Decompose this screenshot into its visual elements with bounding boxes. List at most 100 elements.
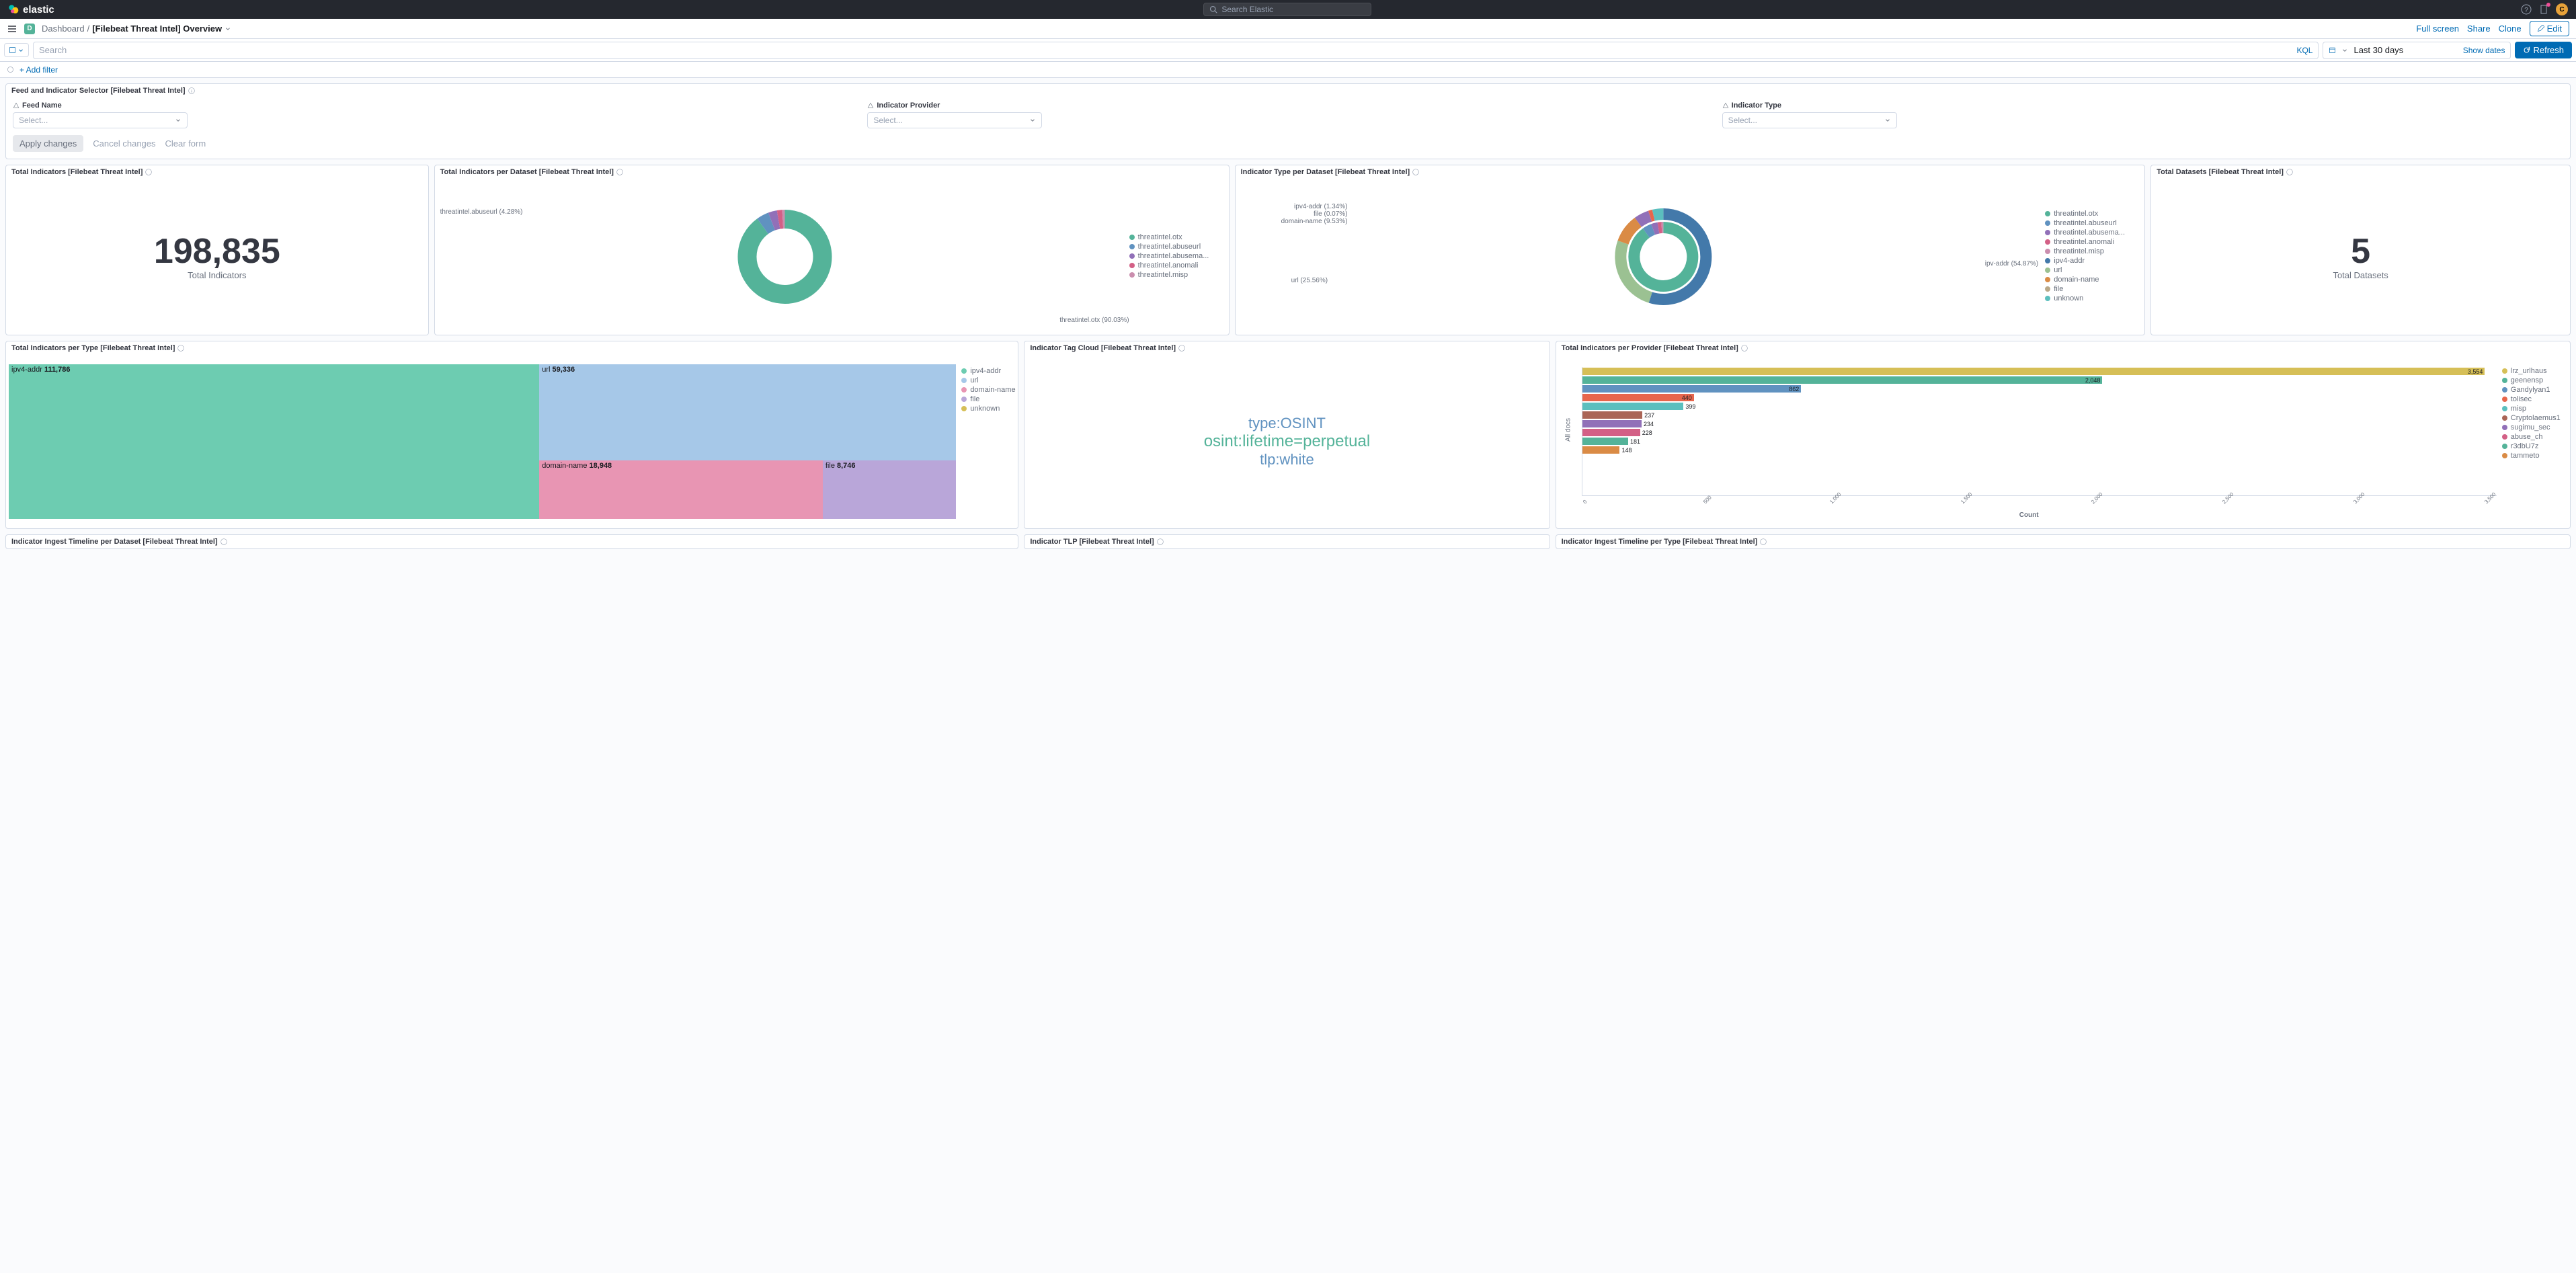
info-icon[interactable] [177, 345, 184, 352]
filter-icon[interactable] [7, 66, 14, 73]
legend-item[interactable]: unknown [2045, 294, 2139, 302]
legend-item[interactable]: threatintel.abusema... [2045, 229, 2139, 237]
nav-toggle-icon[interactable] [7, 24, 17, 34]
kql-badge[interactable]: KQL [2296, 46, 2312, 55]
legend-item[interactable]: url [961, 376, 1015, 384]
svg-text:i: i [191, 90, 192, 94]
svg-text:?: ? [2524, 7, 2528, 14]
legend-item[interactable]: threatintel.misp [2045, 247, 2139, 255]
legend-item[interactable]: threatintel.otx [2045, 210, 2139, 218]
newsfeed-icon[interactable] [2538, 4, 2549, 15]
legend-item[interactable]: domain-name [961, 386, 1015, 394]
legend-item[interactable]: Gandylyan1 [2502, 386, 2565, 394]
info-icon[interactable] [1412, 169, 1419, 175]
filter-bar: + Add filter [0, 62, 2576, 78]
space-badge[interactable]: D [24, 24, 35, 34]
treemap-domain[interactable]: domain-name 18,948 [539, 460, 823, 519]
warning-icon [867, 102, 874, 109]
tag-tlp[interactable]: tlp:white [1260, 451, 1314, 468]
full-screen-link[interactable]: Full screen [2416, 24, 2459, 34]
legend-item[interactable]: threatintel.abuseurl [1129, 243, 1223, 251]
legend-item[interactable]: threatintel.anomali [1129, 261, 1223, 270]
type-per-dataset-donut [1241, 190, 2046, 324]
legend-item[interactable]: r3dbU7z [2502, 442, 2565, 450]
per-provider-legend: lrz_urlhausgeenensp Gandylyan1tolisec misp… [2502, 364, 2565, 519]
legend-item[interactable]: domain-name [2045, 276, 2139, 284]
share-link[interactable]: Share [2467, 24, 2491, 34]
type-per-dataset-panel: Indicator Type per Dataset [Filebeat Thr… [1235, 165, 2146, 335]
date-picker[interactable]: Last 30 days Show dates [2323, 42, 2511, 59]
total-datasets-label: Total Datasets [2333, 270, 2388, 280]
app-header: D Dashboard / [Filebeat Threat Intel] Ov… [0, 19, 2576, 39]
warning-icon [1722, 102, 1729, 109]
per-dataset-panel: Total Indicators per Dataset [Filebeat T… [434, 165, 1230, 335]
chevron-down-icon [1884, 117, 1891, 124]
cancel-changes-button[interactable]: Cancel changes [93, 138, 155, 149]
legend-item[interactable]: url [2045, 266, 2139, 274]
help-icon[interactable]: ? [2521, 4, 2532, 15]
info-icon[interactable] [1178, 345, 1185, 352]
global-header: elastic Search Elastic ? C [0, 0, 2576, 19]
show-dates-link[interactable]: Show dates [2463, 46, 2505, 55]
legend-item[interactable]: ipv4-addr [961, 367, 1015, 375]
chevron-down-icon [2341, 47, 2348, 54]
global-search[interactable]: Search Elastic [1203, 3, 1371, 16]
breadcrumb-root[interactable]: Dashboard [42, 24, 85, 34]
apply-changes-button[interactable]: Apply changes [13, 135, 83, 152]
legend-item[interactable]: file [961, 395, 1015, 403]
elastic-logo[interactable]: elastic [8, 4, 54, 15]
info-icon[interactable] [145, 169, 152, 175]
legend-item[interactable]: lrz_urlhaus [2502, 367, 2565, 375]
feed-name-select[interactable]: Select... [13, 112, 188, 128]
chevron-down-icon [17, 47, 24, 54]
per-type-treemap: ipv4-addr 111,786 url 59,336 domain-name… [9, 364, 956, 519]
legend-item[interactable]: Cryptolaemus1 [2502, 414, 2565, 422]
indicator-type-select[interactable]: Select... [1722, 112, 1897, 128]
ingest-timeline-type-panel: Indicator Ingest Timeline per Type [File… [1556, 534, 2571, 549]
indicator-provider-select[interactable]: Select... [867, 112, 1042, 128]
tag-osint[interactable]: type:OSINT [1248, 415, 1326, 432]
legend-item[interactable]: unknown [961, 405, 1015, 413]
ingest-timeline-dataset-panel: Indicator Ingest Timeline per Dataset [F… [5, 534, 1018, 549]
legend-item[interactable]: geenensp [2502, 376, 2565, 384]
saved-query-button[interactable] [4, 43, 29, 57]
legend-item[interactable]: file [2045, 285, 2139, 293]
treemap-ipv4[interactable]: ipv4-addr 111,786 [9, 364, 539, 519]
refresh-button[interactable]: Refresh [2515, 42, 2572, 58]
legend-item[interactable]: threatintel.abuseurl [2045, 219, 2139, 227]
legend-item[interactable]: threatintel.anomali [2045, 238, 2139, 246]
chevron-down-icon [175, 117, 182, 124]
legend-item[interactable]: abuse_ch [2502, 433, 2565, 441]
legend-item[interactable]: tammeto [2502, 452, 2565, 460]
tag-lifetime[interactable]: osint:lifetime=perpetual [1204, 432, 1370, 451]
user-avatar[interactable]: C [2556, 3, 2568, 15]
brand-text: elastic [23, 4, 54, 15]
total-indicators-value: 198,835 [154, 234, 280, 269]
clone-link[interactable]: Clone [2499, 24, 2522, 34]
info-icon[interactable] [616, 169, 623, 175]
treemap-file[interactable]: file 8,746 [823, 460, 956, 519]
legend-item[interactable]: misp [2502, 405, 2565, 413]
legend-item[interactable]: tolisec [2502, 395, 2565, 403]
chevron-down-icon[interactable] [225, 26, 231, 32]
info-icon[interactable] [1741, 345, 1748, 352]
info-icon[interactable] [1157, 538, 1164, 545]
info-icon[interactable] [1760, 538, 1767, 545]
info-icon[interactable] [220, 538, 227, 545]
edit-button[interactable]: Edit [2530, 21, 2569, 36]
legend-item[interactable]: sugimu_sec [2502, 423, 2565, 432]
type-per-dataset-legend: threatintel.otxthreatintel.abuseurl threa… [2045, 210, 2139, 304]
query-bar: Search KQL Last 30 days Show dates Refre… [0, 39, 2576, 62]
legend-item[interactable]: threatintel.abusema... [1129, 252, 1223, 260]
clear-form-button[interactable]: Clear form [165, 138, 206, 149]
per-dataset-legend: threatintel.otxthreatintel.abuseurlthrea… [1129, 233, 1223, 280]
treemap-url[interactable]: url 59,336 [539, 364, 956, 460]
info-icon[interactable] [2286, 169, 2293, 175]
legend-item[interactable]: threatintel.otx [1129, 233, 1223, 241]
add-filter-link[interactable]: + Add filter [19, 65, 58, 75]
query-input[interactable]: Search KQL [33, 42, 2319, 59]
legend-item[interactable]: ipv4-addr [2045, 257, 2139, 265]
legend-item[interactable]: threatintel.misp [1129, 271, 1223, 279]
calendar-icon [2329, 46, 2336, 54]
info-icon[interactable]: i [188, 87, 195, 94]
